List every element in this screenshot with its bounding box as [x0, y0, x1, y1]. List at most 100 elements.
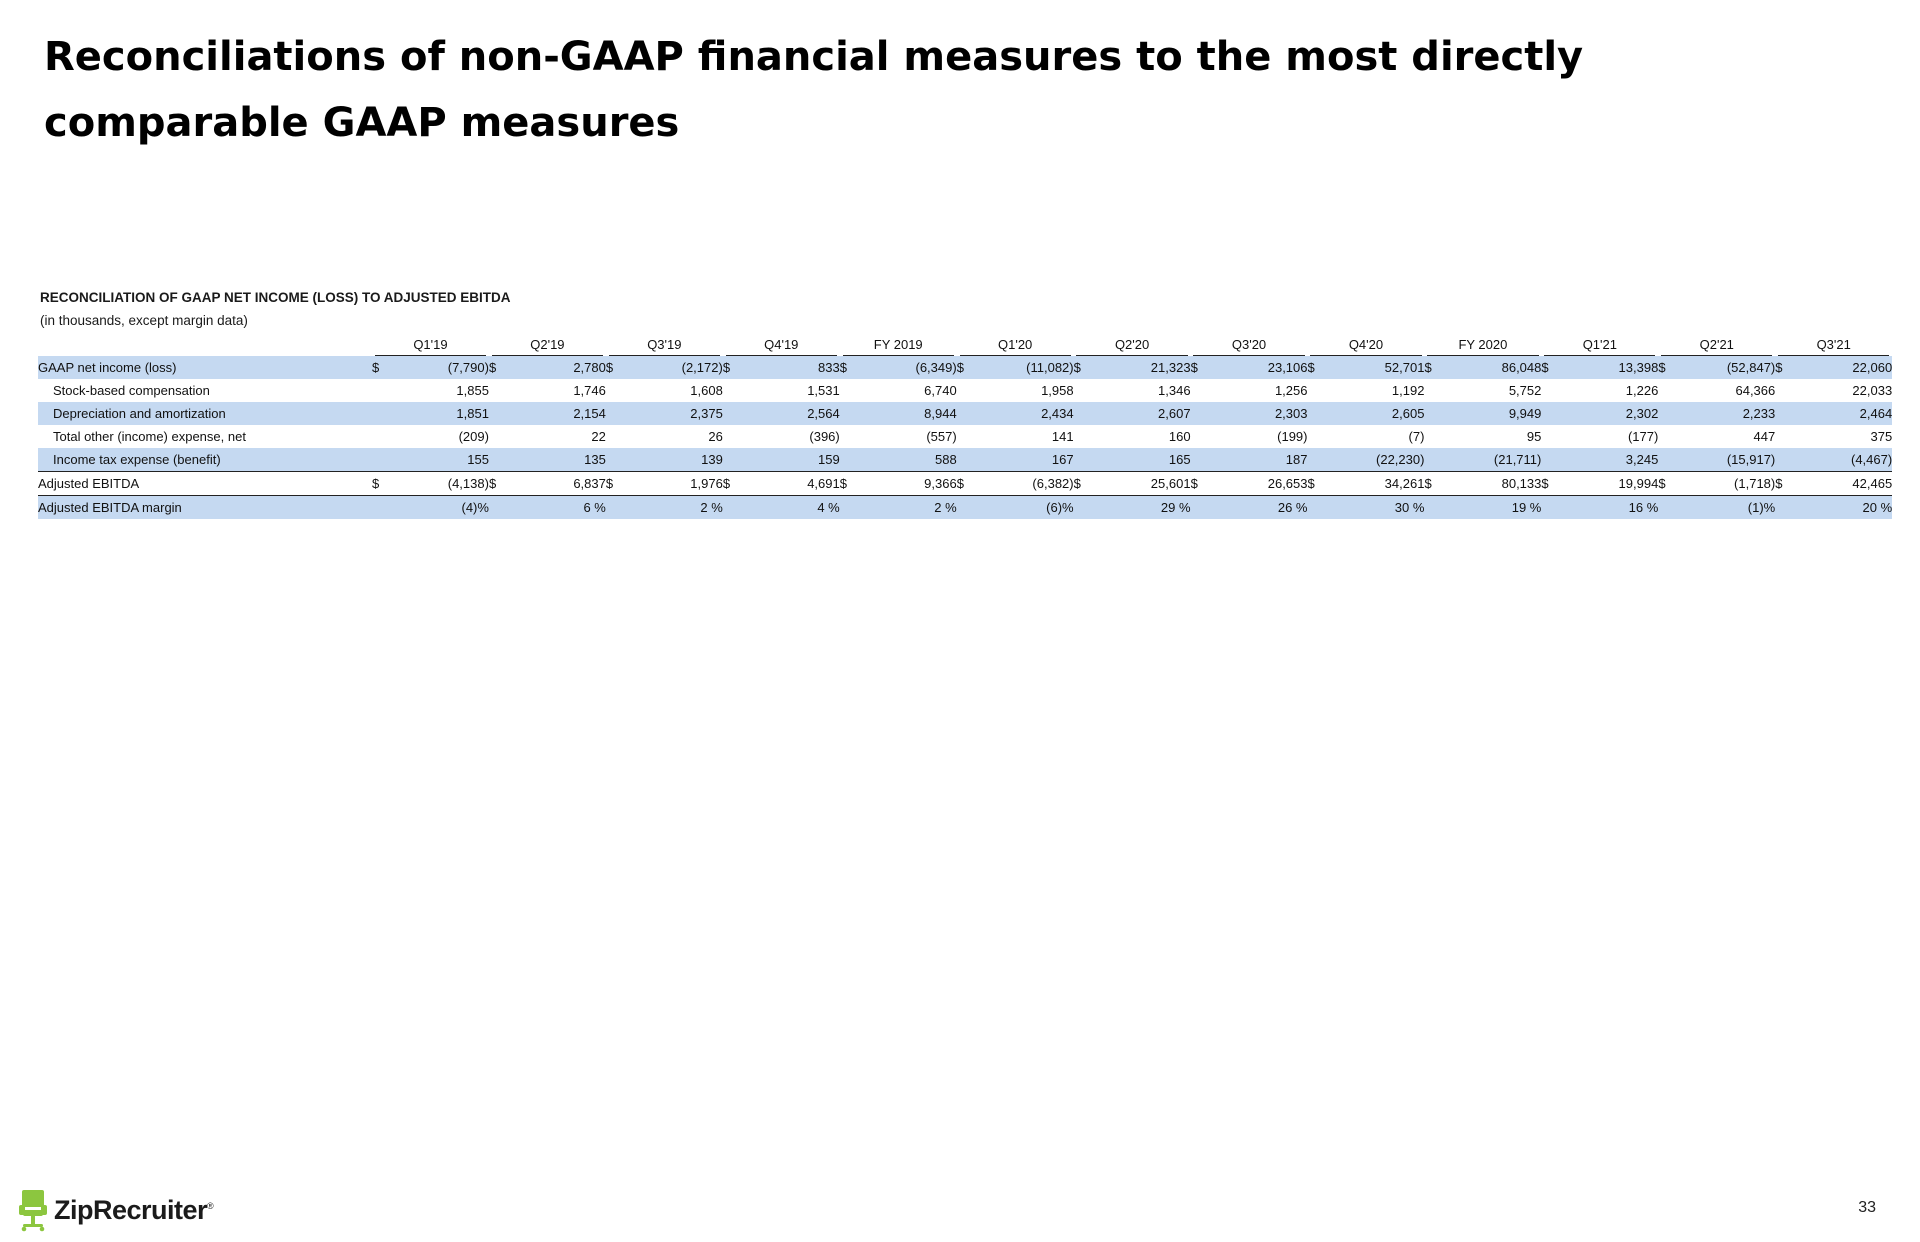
currency-cell [1658, 402, 1673, 425]
currency-cell [1541, 448, 1556, 472]
value-cell: (1,718) [1672, 471, 1776, 496]
column-header: Q3'20 [1191, 333, 1308, 356]
currency-cell [723, 425, 737, 448]
value-cell: 23,106 [1204, 356, 1308, 379]
value-cell: 6 % [502, 495, 606, 519]
column-header: Q2'20 [1074, 333, 1191, 356]
currency-cell [839, 402, 854, 425]
currency-cell: $ [1541, 471, 1556, 496]
currency-cell: $ [1307, 471, 1322, 496]
currency-cell [489, 379, 503, 402]
currency-cell: $ [372, 471, 386, 496]
table-row: Adjusted EBITDA margin (4)% 6 % 2 % 4 % 2 % (6… [38, 495, 1893, 519]
currency-cell [1190, 402, 1205, 425]
currency-cell [605, 448, 620, 472]
value-cell: (209) [458, 429, 489, 444]
currency-cell [372, 402, 386, 425]
value-cell: 19,994 [1555, 471, 1659, 496]
table-row: Income tax expense (benefit) 155 135 139 159… [38, 448, 1893, 472]
value-cell: (1)% [1672, 495, 1776, 519]
value-cell: 2,303 [1204, 402, 1308, 425]
currency-cell [1658, 379, 1672, 402]
currency-cell [839, 448, 854, 472]
currency-cell: $ [1424, 471, 1439, 496]
currency-cell [372, 448, 386, 472]
currency-cell [1541, 425, 1555, 448]
currency-cell: $ [722, 356, 737, 379]
currency-cell [1775, 448, 1790, 472]
currency-cell [1073, 402, 1088, 425]
currency-cell: $ [1775, 471, 1790, 496]
value-cell: 22 [591, 429, 606, 444]
value-cell: 2,607 [1087, 402, 1191, 425]
currency-cell [1424, 448, 1439, 472]
value-cell: 165 [1087, 448, 1191, 472]
column-header: Q1'19 [372, 333, 489, 356]
currency-cell: $ [1073, 471, 1088, 496]
value-cell: 141 [1051, 429, 1074, 444]
value-cell: 160 [1168, 429, 1191, 444]
currency-cell: $ [605, 471, 620, 496]
table-subheading: (in thousands, except margin data) [40, 313, 248, 328]
column-header: FY 2020 [1424, 333, 1541, 356]
currency-cell [839, 495, 854, 519]
value-cell: 25,601 [1087, 471, 1191, 496]
column-header: Q1'20 [957, 333, 1074, 356]
currency-cell [957, 379, 971, 402]
currency-cell: $ [1424, 356, 1439, 379]
currency-cell [605, 402, 620, 425]
currency-cell [606, 425, 620, 448]
currency-cell [1074, 425, 1088, 448]
value-cell: 155 [386, 448, 489, 472]
table-row: Stock-based compensation 1,855 1,746 1,608 1… [38, 379, 1892, 402]
page-title: Reconciliations of non-GAAP financial me… [44, 34, 1584, 146]
currency-cell [1541, 402, 1556, 425]
value-cell: 375 [1870, 429, 1893, 444]
value-cell: (7) [1408, 429, 1425, 444]
currency-cell [1190, 495, 1205, 519]
currency-cell: $ [839, 471, 854, 496]
currency-cell [1424, 495, 1439, 519]
currency-cell [1658, 448, 1673, 472]
currency-cell: $ [1190, 356, 1205, 379]
page-number: 33 [1858, 1199, 1876, 1216]
currency-cell [488, 448, 503, 472]
value-cell: (396) [809, 429, 840, 444]
row-label: Income tax expense (benefit) [38, 448, 372, 472]
value-cell: 1,976 [619, 471, 723, 496]
value-cell: 8,944 [853, 402, 957, 425]
currency-cell [1191, 379, 1205, 402]
value-cell: 3,245 [1555, 448, 1659, 472]
value-cell: 6,837 [502, 471, 606, 496]
value-cell: 22,033 [1852, 383, 1893, 398]
currency-cell [1074, 379, 1088, 402]
value-cell: 167 [970, 448, 1074, 472]
currency-cell [957, 425, 971, 448]
value-cell: (21,711) [1438, 448, 1542, 472]
value-cell: (7,790) [386, 356, 489, 379]
value-cell: 21,323 [1087, 356, 1191, 379]
currency-cell [1775, 495, 1790, 519]
row-label: Depreciation and amortization [38, 402, 372, 425]
currency-cell [1775, 425, 1789, 448]
currency-cell [956, 402, 971, 425]
currency-cell [722, 448, 737, 472]
value-cell: 6,740 [924, 383, 957, 398]
currency-cell: $ [488, 471, 503, 496]
value-cell: 2 % [619, 495, 723, 519]
value-cell: 80,133 [1438, 471, 1542, 496]
table-row: Depreciation and amortization 1,851 2,154 2… [38, 402, 1893, 425]
currency-cell: $ [1307, 356, 1322, 379]
value-cell: 1,346 [1158, 383, 1191, 398]
currency-cell [606, 379, 620, 402]
row-label: Adjusted EBITDA [38, 471, 372, 496]
table-row: Total other (income) expense, net (209) 22… [38, 425, 1892, 448]
value-cell: 588 [853, 448, 957, 472]
table-row: Adjusted EBITDA $ (4,138) $6,837 $1,976 $4,69… [38, 471, 1893, 496]
table-header-row: Q1'19 Q2'19 Q3'19 Q4'19 FY 2019 Q1'20 Q2'20 Q3'… [38, 333, 1892, 356]
value-cell: 4,691 [736, 471, 840, 496]
currency-cell: $ [956, 356, 971, 379]
currency-cell [605, 495, 620, 519]
currency-cell [1424, 379, 1438, 402]
value-cell: 30 % [1321, 495, 1425, 519]
